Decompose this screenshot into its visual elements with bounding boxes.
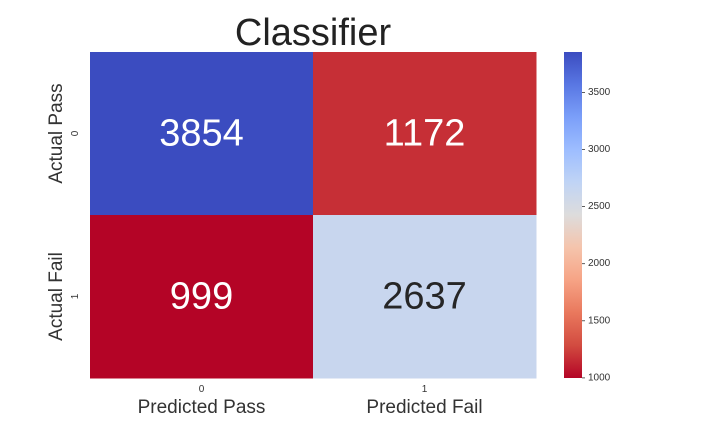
heatmap-value-r1-c0: 999 [170,276,233,318]
heatmap-cell-r0-c0 [90,52,314,216]
colorbar-tick-label-1: 1500 [588,315,611,326]
y-category-label-1: Actual Fail [46,252,67,341]
heatmap-cell-labels: 3854 1172 999 2637 [159,113,467,318]
colorbar-tick-label-0: 1000 [588,372,611,383]
colorbar-tick-label-2: 2000 [588,258,611,269]
chart-title: Classifier [235,12,392,54]
y-axis-category-labels: Actual Pass Actual Fail [46,83,67,341]
y-tick-label-1: 1 [70,293,81,299]
colorbar-tick-label-5: 3500 [588,87,611,98]
heatmap-value-r0-c1: 1172 [384,113,466,155]
heatmap-cell-r1-c0 [90,215,314,379]
y-axis-ticks: 01 [70,130,81,299]
heatmap-value-r0-c0: 3854 [159,113,244,155]
colorbar [564,52,582,378]
colorbar-ticks: 1000 1500 2000 2500 3000 3500 [582,87,611,383]
x-axis-category-labels: Predicted Pass Predicted Fail [138,397,483,418]
colorbar-tick-label-4: 3000 [588,144,611,155]
heatmap-value-r1-c1: 2637 [382,276,467,318]
heatmap-cell-r0-c1 [313,52,537,216]
heatmap-cell-r1-c1 [313,215,537,379]
y-category-label-0: Actual Pass [46,83,67,183]
heatmap-cells [90,52,537,379]
x-category-label-1: Predicted Fail [366,397,482,418]
colorbar-tick-label-3: 2500 [588,201,611,212]
y-tick-label-0: 0 [70,130,81,136]
x-tick-label-1: 1 [422,384,428,395]
x-category-label-0: Predicted Pass [138,397,266,418]
x-tick-label-0: 0 [199,384,205,395]
